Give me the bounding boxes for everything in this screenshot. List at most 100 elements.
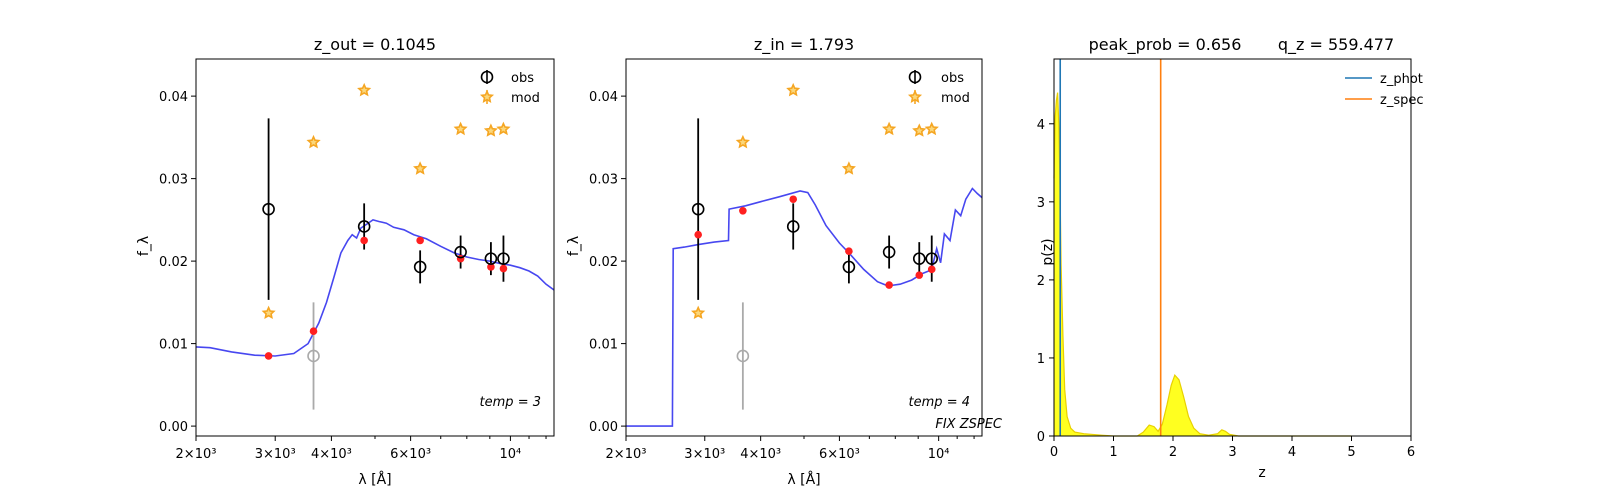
- panel-zout-title: z_out = 0.1045: [314, 35, 436, 55]
- y-tick-label: 0: [1037, 430, 1045, 445]
- model-flux-point: [739, 206, 747, 215]
- model-flux-point: [416, 236, 424, 245]
- y-tick-label: 0.00: [589, 420, 618, 435]
- mod-star-point: [496, 121, 511, 136]
- panel-zin-temp-annotation: temp = 4: [909, 395, 970, 410]
- legend-mod-marker: [907, 89, 923, 103]
- x-tick-label: 4: [1288, 445, 1296, 460]
- model-flux-point: [309, 327, 318, 336]
- x-tick-label: 10⁴: [500, 447, 522, 462]
- y-tick-label: 0.04: [159, 90, 188, 105]
- x-tick-label: 5: [1347, 445, 1355, 460]
- y-tick-label: 0.03: [589, 173, 618, 188]
- model-flux-point: [360, 236, 368, 245]
- y-tick-label: 1: [1037, 352, 1045, 367]
- mod-star-point: [483, 123, 498, 137]
- x-tick-label: 3×10³: [684, 447, 725, 462]
- panel-pz-title-qz: q_z = 559.477: [1278, 35, 1394, 55]
- obs-point: [262, 202, 275, 216]
- legend-z-phot-label: z_phot: [1380, 72, 1423, 87]
- y-tick-label: 0.01: [159, 338, 188, 353]
- x-tick-label: 6×10³: [390, 447, 431, 462]
- model-flux-point: [264, 352, 273, 360]
- legend-obs-label: obs: [511, 71, 534, 86]
- obs-point: [484, 252, 498, 265]
- legend-mod-label: mod: [941, 91, 970, 106]
- mod-star-point: [691, 305, 706, 320]
- obs-point: [497, 252, 510, 265]
- mod-star-point: [924, 121, 939, 136]
- panel-pz-legend: z_phot z_spec: [1345, 72, 1424, 108]
- mod-star-point: [306, 134, 321, 149]
- sed-model-curve: [626, 187, 982, 427]
- x-tick-label: 2×10³: [176, 447, 217, 462]
- panel-zout-ylabel: f_λ: [136, 236, 152, 256]
- obs-point: [454, 245, 467, 259]
- y-tick-label: 2: [1037, 274, 1045, 289]
- mod-star-point: [841, 161, 856, 175]
- panel-pz: peak_prob = 0.656 q_z = 559.477 z p(z) 0…: [1037, 35, 1424, 481]
- legend-z-spec-label: z_spec: [1380, 93, 1424, 108]
- legend-mod-marker: [479, 89, 495, 103]
- mod-star-point: [357, 82, 372, 97]
- panel-pz-title-peak-prob: peak_prob = 0.656: [1089, 35, 1242, 55]
- y-tick-label: 0.02: [589, 255, 618, 270]
- y-tick-label: 0.00: [159, 420, 188, 435]
- y-tick-label: 0.02: [159, 255, 188, 270]
- x-tick-label: 6: [1407, 445, 1415, 460]
- panel-pz-xlabel: z: [1258, 465, 1265, 481]
- panel-zin-ylabel: f_λ: [566, 236, 582, 256]
- x-tick-label: 2×10³: [606, 447, 647, 462]
- mod-star-point: [912, 123, 927, 137]
- obs-point: [842, 260, 856, 274]
- model-flux-point: [487, 263, 495, 271]
- x-tick-label: 3×10³: [255, 447, 296, 462]
- legend-obs-marker: [480, 70, 494, 84]
- obs-point: [413, 260, 427, 274]
- panel-zout-temp-annotation: temp = 3: [480, 395, 541, 410]
- panel-zout-xlabel: λ [Å]: [358, 471, 391, 488]
- obs-point: [925, 252, 939, 265]
- model-flux-point: [927, 265, 936, 274]
- panel-zin-xlabel: λ [Å]: [787, 471, 820, 488]
- panel-zin: z_in = 1.793 λ [Å] f_λ 2×10³ 3×10³ 4×10³ 6×…: [566, 35, 1003, 488]
- mod-star-point: [413, 161, 428, 175]
- mod-star-point: [453, 121, 468, 136]
- legend-obs-marker: [908, 70, 922, 84]
- model-flux-point: [694, 230, 702, 239]
- obs-point: [357, 220, 371, 233]
- obs-point: [307, 349, 320, 363]
- model-flux-point: [845, 247, 853, 256]
- x-tick-label: 4×10³: [740, 447, 781, 462]
- x-tick-label: 4×10³: [311, 447, 352, 462]
- panel-zout-legend: obs mod: [479, 70, 540, 106]
- mod-star-point: [735, 134, 750, 149]
- mod-star-point: [786, 82, 801, 97]
- y-tick-label: 0.03: [159, 173, 188, 188]
- obs-point: [691, 202, 705, 216]
- obs-point: [882, 245, 896, 259]
- obs-point: [736, 349, 750, 363]
- model-flux-point: [915, 271, 924, 279]
- y-tick-label: 4: [1037, 118, 1045, 133]
- x-tick-label: 2: [1169, 445, 1177, 460]
- panel-zin-fix-zspec-annotation: FIX ZSPEC: [935, 417, 1003, 432]
- x-tick-label: 1: [1109, 445, 1117, 460]
- panel-pz-ylabel: p(z): [1040, 238, 1056, 265]
- panel-zin-legend: obs mod: [907, 70, 970, 106]
- mod-star-point: [882, 121, 897, 136]
- x-tick-label: 0: [1050, 445, 1058, 460]
- y-tick-label: 0.04: [589, 90, 618, 105]
- legend-mod-label: mod: [511, 91, 540, 106]
- model-flux-point: [499, 264, 508, 273]
- obs-point: [912, 252, 926, 265]
- x-tick-label: 10⁴: [928, 447, 950, 462]
- y-tick-label: 3: [1037, 196, 1045, 211]
- y-tick-label: 0.01: [589, 338, 618, 353]
- x-tick-label: 3: [1228, 445, 1236, 460]
- model-flux-point: [789, 195, 798, 204]
- obs-point: [786, 220, 800, 233]
- mod-star-point: [261, 305, 276, 320]
- panel-zin-title: z_in = 1.793: [754, 35, 854, 55]
